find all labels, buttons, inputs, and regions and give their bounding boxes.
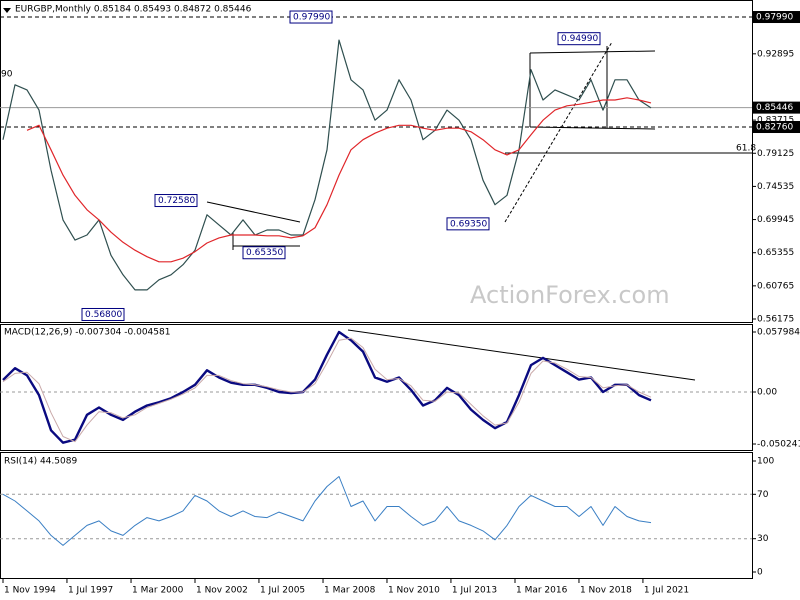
y-tick-label: 30: [757, 534, 769, 544]
price-label: 0.85446: [756, 103, 793, 113]
price-label-box: [753, 101, 800, 114]
annotation: 0.72580: [158, 196, 195, 206]
x-tick-label: 1 Jul 2013: [452, 586, 497, 596]
annotation-box: [81, 307, 125, 321]
y-tick-label: 0.79125: [757, 149, 794, 159]
x-tick-label: 1 Nov 2010: [388, 586, 440, 596]
annotation-box: [289, 10, 333, 24]
x-tick-label: 1 Nov 1994: [4, 586, 56, 596]
rsi-panel-frame: [0, 452, 753, 579]
annotation: 0.65350: [246, 248, 283, 258]
annotation-box: [154, 194, 198, 208]
x-tick-label: 1 Mar 2008: [324, 586, 376, 596]
series-line: [2, 330, 652, 444]
y-tick-label: 70: [757, 490, 769, 500]
price-label: 0.82760: [756, 123, 793, 133]
channel-line: [529, 126, 656, 130]
macd-panel-frame: [0, 324, 753, 451]
channel-line: [529, 50, 656, 54]
frame: [0, 0, 753, 579]
collapse-icon: [3, 8, 11, 13]
price-label-box: [753, 121, 800, 134]
series-line: [26, 97, 652, 263]
x-tick-label: 1 Mar 2016: [516, 586, 568, 596]
price-label: 0.97990: [756, 13, 793, 23]
y-tick-label: 0.60765: [757, 281, 794, 291]
y-tick-label: 100: [757, 456, 774, 466]
series-line: [2, 39, 652, 291]
y-tick-label: 0.92895: [757, 49, 794, 59]
series-line: [2, 337, 652, 443]
y-tick-label: 0.65355: [757, 248, 794, 258]
macd-title: MACD(12,26,9) -0.007304 -0.004581: [4, 328, 170, 338]
x-tick-label: 1 Jul 2005: [260, 586, 305, 596]
x-tick-label: 1 Jul 2021: [644, 586, 689, 596]
annotation-box: [446, 217, 490, 231]
chart-title: EURGBP,Monthly 0.85184 0.85493 0.84872 0…: [15, 5, 252, 15]
y-tick-label: 0.74535: [757, 182, 794, 192]
rsi-title: RSI(14) 44.5089: [4, 457, 77, 467]
annotation: 0.56800: [85, 310, 122, 320]
x-tick-label: 1 Jul 1997: [68, 586, 113, 596]
y-tick-label: 0: [757, 568, 763, 578]
annotation: 0.94990: [561, 34, 598, 44]
x-tick-label: 1 Nov 2002: [196, 586, 248, 596]
annotation: 0.97990: [293, 13, 330, 23]
macd-trend-line: [347, 329, 696, 381]
annotation-box: [557, 32, 601, 46]
series-line: [2, 476, 652, 546]
price-panel-frame: [0, 0, 753, 323]
y-tick-label: -0.050241: [757, 439, 800, 449]
y-tick-label: 0.69945: [757, 215, 794, 225]
y-tick-label: 0.83715: [757, 116, 794, 126]
fib-label: 61.8: [736, 144, 756, 154]
trend-line: [206, 201, 301, 223]
y-tick-label: 0.00: [757, 388, 777, 398]
price-label-box: [753, 11, 800, 24]
x-tick-label: 1 Mar 2000: [132, 586, 184, 596]
annotation: 0.69350: [450, 219, 487, 229]
drawing-objects: [206, 41, 752, 381]
y-tick-label: 0.56175: [757, 315, 794, 325]
edge-label: 90: [1, 70, 13, 80]
x-tick-label: 1 Nov 2018: [580, 586, 632, 596]
watermark: ActionForex.com: [470, 281, 670, 309]
y-tick-label: 0.057984: [757, 328, 800, 338]
annotation-box: [242, 246, 286, 260]
